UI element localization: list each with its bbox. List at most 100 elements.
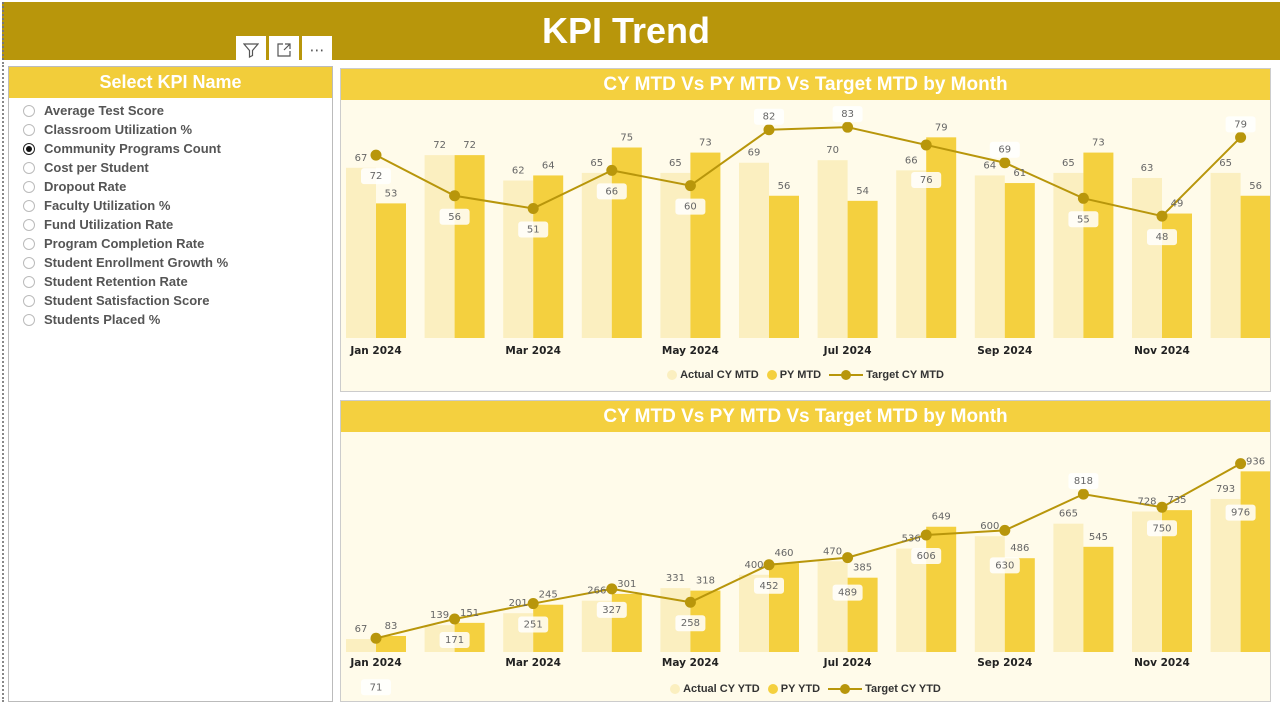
data-label-actual: 65 (1062, 158, 1075, 169)
focus-mode-icon[interactable] (269, 36, 299, 63)
radio-icon[interactable] (23, 256, 35, 269)
data-label-py: 61 (1013, 168, 1026, 179)
bar-py (533, 175, 564, 338)
data-label-actual: 201 (509, 598, 528, 609)
label-box (911, 171, 942, 188)
label-box (754, 108, 784, 125)
target-point (1235, 131, 1247, 143)
bar-py (1083, 546, 1114, 652)
data-label-actual: 72 (433, 140, 446, 151)
mtd-chart: 67 53 Jan 2024 72 72 62 64 Mar 2024 65 75 65 73 May … (346, 106, 1271, 357)
slicer-item[interactable]: Classroom Utilization % (9, 120, 332, 139)
label-box (439, 631, 470, 648)
label-box (675, 198, 706, 215)
data-label-actual: 665 (1059, 509, 1078, 520)
target-point (606, 164, 618, 176)
slicer-item[interactable]: Student Enrollment Growth % (9, 253, 332, 272)
data-label-py: 936 (1246, 456, 1265, 467)
legend-item[interactable]: Target CY MTD (829, 369, 944, 381)
data-label-actual: 64 (983, 160, 996, 171)
data-label-actual: 470 (823, 546, 842, 557)
data-label-actual: 728 (1137, 496, 1156, 507)
legend-item[interactable]: PY YTD (767, 683, 821, 695)
data-label-py: 649 (932, 512, 951, 523)
label-box (675, 615, 706, 632)
bar-py (454, 155, 485, 338)
label-box (439, 208, 470, 225)
radio-icon[interactable] (23, 237, 35, 250)
bar-actual (660, 172, 691, 338)
target-point (449, 190, 461, 202)
slicer-item-label: Student Satisfaction Score (44, 293, 210, 308)
data-label-target: 489 (838, 588, 857, 599)
slicer-item[interactable]: Student Retention Rate (9, 272, 332, 291)
data-label-target: 48 (1156, 232, 1169, 243)
slicer-item[interactable]: Program Completion Rate (9, 234, 332, 253)
slicer-item-label: Average Test Score (44, 103, 164, 118)
radio-icon[interactable] (23, 199, 35, 212)
legend-swatch (670, 684, 681, 694)
slicer-item[interactable]: Community Programs Count (9, 139, 332, 158)
more-options-icon[interactable]: ⋯ (302, 36, 332, 63)
bar-actual (974, 175, 1005, 338)
target-point (370, 149, 382, 161)
data-label-py: 318 (696, 576, 715, 587)
label-box (1147, 229, 1177, 246)
radio-icon[interactable] (23, 294, 35, 307)
data-label-target: 66 (605, 186, 618, 197)
bar-py (769, 195, 799, 338)
mtd-chart-panel: CY MTD Vs PY MTD Vs Target MTD by Month … (340, 68, 1271, 392)
x-tick-label: Mar 2024 (505, 657, 561, 669)
bar-actual (817, 160, 848, 338)
data-label-py: 73 (1092, 138, 1105, 149)
slicer-item-label: Student Retention Rate (44, 274, 188, 289)
legend-item[interactable]: Target CY YTD (828, 683, 941, 695)
radio-icon[interactable] (23, 123, 35, 136)
data-label-actual: 65 (669, 158, 682, 169)
legend-label: PY YTD (780, 683, 821, 695)
slicer-item[interactable]: Fund Utilization Rate (9, 215, 332, 234)
radio-icon[interactable] (23, 142, 35, 155)
slicer-item[interactable]: Student Satisfaction Score (9, 291, 332, 310)
legend-label: Actual CY YTD (683, 683, 760, 695)
label-box (832, 584, 863, 601)
data-label-target: 171 (445, 635, 464, 646)
slicer-item[interactable]: Cost per Student (9, 158, 332, 177)
slicer-item[interactable]: Faculty Utilization % (9, 196, 332, 215)
slicer-item[interactable]: Students Placed % (9, 310, 332, 329)
legend-item[interactable]: Actual CY MTD (667, 369, 759, 381)
target-point (606, 583, 618, 595)
legend-item[interactable]: PY MTD (766, 369, 821, 381)
data-label-target: 55 (1077, 214, 1090, 225)
data-label-actual: 65 (590, 158, 603, 169)
bar-py (1240, 195, 1271, 338)
radio-icon[interactable] (23, 313, 35, 326)
radio-icon[interactable] (23, 218, 35, 231)
slicer-title: Select KPI Name (9, 67, 332, 98)
data-label-target: 76 (920, 175, 933, 186)
label-box (1147, 520, 1177, 537)
legend-item[interactable]: Actual CY YTD (670, 683, 760, 695)
radio-icon[interactable] (23, 104, 35, 117)
data-label-py: 151 (460, 608, 479, 619)
data-label-actual: 63 (1141, 163, 1154, 174)
data-label-py: 56 (778, 181, 791, 192)
target-point (1077, 488, 1089, 500)
slicer-item[interactable]: Dropout Rate (9, 177, 332, 196)
slicer-item[interactable]: Average Test Score (9, 101, 332, 120)
label-box (518, 616, 549, 633)
radio-icon[interactable] (23, 180, 35, 193)
label-box (989, 141, 1020, 158)
data-label-target: 51 (527, 224, 540, 235)
radio-icon[interactable] (23, 275, 35, 288)
bar-actual (346, 639, 376, 652)
radio-icon[interactable] (23, 161, 35, 174)
bar-actual (346, 167, 376, 338)
filter-icon[interactable] (236, 36, 266, 63)
data-label-target: 818 (1074, 476, 1093, 487)
data-label-target: 976 (1231, 508, 1250, 519)
data-label-target: 258 (681, 618, 700, 629)
legend-label: Actual CY MTD (680, 369, 759, 381)
bar-py (690, 152, 721, 338)
data-label-py: 460 (774, 548, 793, 559)
